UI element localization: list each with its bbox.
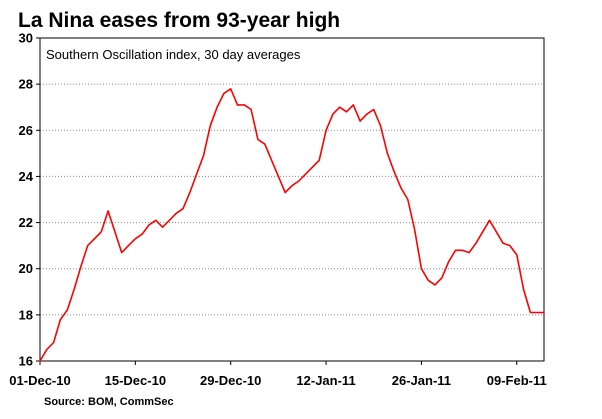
chart-title: La Nina eases from 93-year high: [18, 9, 340, 32]
plot-area: [39, 37, 545, 362]
x-tick-label: 29-Dec-10: [200, 373, 261, 388]
source-note: Source: BOM, CommSec: [44, 396, 174, 408]
chart-subtitle: Southern Oscillation index, 30 day avera…: [46, 47, 301, 62]
series-layer: [39, 88, 545, 362]
x-axis: 01-Dec-10 15-Dec-10 29-Dec-10 12-Jan-11 26-J…: [9, 361, 547, 388]
y-tick-label: 28: [19, 77, 33, 92]
x-tick-label: 09-Feb-11: [487, 373, 547, 388]
y-tick-label: 16: [19, 354, 33, 369]
y-tick-label: 30: [19, 31, 33, 46]
x-tick-label: 15-Dec-10: [105, 373, 166, 388]
x-tick-label: 12-Jan-11: [296, 373, 355, 388]
series-line-0: [39, 88, 545, 362]
y-tick-label: 18: [19, 307, 33, 322]
y-axis: 16 18 20 22 24 26 28 30: [19, 31, 40, 369]
y-tick-label: 20: [19, 261, 33, 276]
x-tick-label: 26-Jan-11: [392, 373, 451, 388]
x-tick-label: 01-Dec-10: [9, 373, 70, 388]
y-tick-label: 26: [19, 123, 33, 138]
y-tick-label: 24: [19, 169, 34, 184]
gridlines: [40, 83, 544, 316]
y-tick-label: 22: [19, 215, 33, 230]
